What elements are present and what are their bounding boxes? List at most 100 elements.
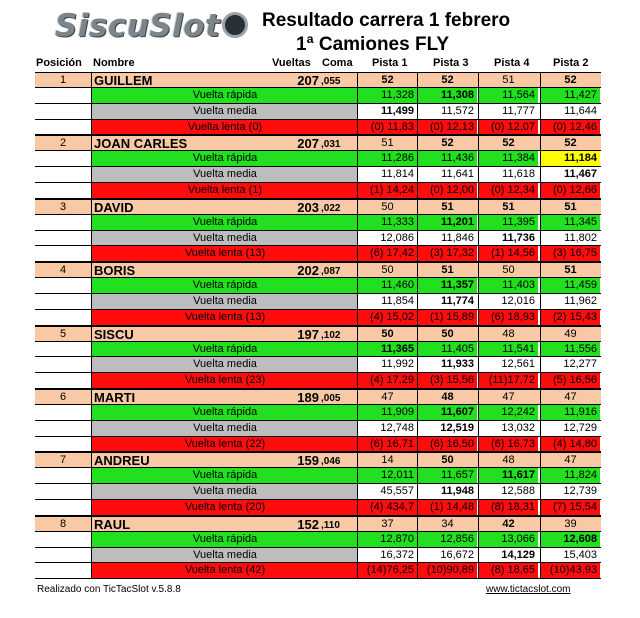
header-pista-3: Pista 3 (433, 57, 469, 69)
row-label: Vuelta rápida (91, 214, 358, 230)
slow-value-cell: (6) 16,50 (417, 436, 477, 452)
avg-value-cell: 11,846 (417, 230, 477, 246)
blank-cell (35, 357, 91, 373)
avg-lap-row: Vuelta media 11,814 11,641 11,618 11,467 (35, 167, 601, 183)
pista-laps-cell: 50 (357, 263, 417, 278)
slow-lap-row: Vuelta lenta (42) (14)76,25 (10)90,89 (8) 1… (35, 563, 601, 580)
slow-count: (13) (245, 310, 266, 323)
row-label-text: Vuelta media (193, 485, 257, 498)
avg-lap-row: Vuelta media 12,086 11,846 11,736 11,802 (35, 230, 601, 247)
footer-link[interactable]: www.tictacslot.com (486, 584, 571, 595)
slow-lap-row: Vuelta lenta (1) (1) 14,24 (0) 12,00 (0) 12… (35, 182, 601, 199)
slow-value-cell: (8) 18,65 (478, 563, 538, 579)
slow-value-cell: (0) 12,13 (417, 119, 477, 135)
row-label-text: Vuelta rápida (192, 89, 258, 101)
fast-value-cell: 11,460 (357, 278, 417, 293)
pista-laps-cell: 42 (478, 516, 538, 531)
pista-laps-cell: 39 (540, 516, 600, 531)
pista-laps-cell: 48 (417, 389, 477, 404)
fast-value-cell: 11,403 (478, 278, 538, 293)
page-title: Resultado carrera 1 febrero (262, 10, 511, 31)
slow-value-cell: (3) 16,75 (540, 246, 600, 262)
fast-lap-row: Vuelta rápida 11,333 11,201 11,395 11,345 (35, 214, 601, 231)
page-subtitle: 1ª Camiones FLY (296, 34, 450, 55)
coma-value: ,022 (321, 202, 341, 214)
header-pista-4: Pista 4 (494, 57, 530, 69)
avg-value-cell: 12,016 (478, 293, 538, 309)
header-name: Nombre (93, 57, 135, 69)
row-label-text: Vuelta media (193, 294, 257, 307)
fast-value-cell: 11,328 (357, 88, 417, 103)
fast-value-cell: 11,564 (478, 88, 538, 103)
row-label-text: Vuelta rápida (192, 152, 258, 165)
driver-name: SISCU (94, 326, 134, 342)
avg-value-cell: 12,086 (357, 230, 417, 246)
laps-value: 207 (297, 73, 319, 88)
slow-value-cell: (1) 14,56 (478, 246, 538, 262)
header-pos: Posición (36, 57, 82, 69)
driver-row: 4 BORIS 202,087 50 51 50 51 (35, 262, 601, 279)
pista-laps-cell: 51 (357, 136, 417, 151)
row-label: Vuelta lenta (1) (91, 182, 358, 198)
fast-value-cell: 12,242 (478, 404, 538, 420)
slow-lap-row: Vuelta lenta (0) (0) 11,83 (0) 12,13 (0) 12… (35, 119, 601, 136)
row-label-text: Vuelta media (193, 104, 257, 117)
fast-value-cell: 11,405 (417, 341, 477, 357)
fast-value-cell: 11,541 (478, 341, 538, 357)
blank-cell (35, 547, 91, 563)
fast-value-cell: 11,384 (478, 151, 538, 167)
avg-value-cell: 12,739 (540, 484, 600, 499)
driver-row: 5 SISCU 197,102 50 50 48 49 (35, 325, 601, 342)
avg-lap-row: Vuelta media 45,557 11,948 12,588 12,739 (35, 484, 601, 500)
slow-value-cell: (14)76,25 (357, 563, 417, 579)
position-cell: 3 (35, 199, 92, 214)
fast-value-cell: 11,365 (357, 341, 417, 357)
blank-cell (35, 531, 91, 547)
row-label-text: Vuelta media (193, 168, 257, 181)
row-label: Vuelta rápida (91, 341, 358, 357)
pista-laps-cell: 34 (417, 516, 477, 531)
slow-value-cell: (2) 15,43 (540, 309, 600, 325)
pista-laps-cell: 48 (478, 453, 538, 468)
position-cell: 4 (35, 263, 92, 278)
pista-laps-cell: 47 (540, 453, 600, 468)
slow-value-cell: (0) 11,83 (357, 119, 417, 135)
row-label: Vuelta rápida (91, 531, 358, 547)
row-label-text: Vuelta lenta (187, 120, 246, 133)
slow-value-cell: (6) 16,73 (478, 436, 538, 452)
row-label-text: Vuelta media (193, 231, 257, 244)
slow-value-cell: (0) 12,66 (540, 182, 600, 198)
blank-cell (35, 119, 91, 135)
row-label-text: Vuelta rápida (192, 215, 258, 228)
pista-laps-cell: 50 (357, 326, 417, 341)
slow-lap-row: Vuelta lenta (20) (4) 434,7 (1) 14,48 (8) 1… (35, 499, 601, 516)
fast-value-cell: 11,657 (417, 468, 477, 484)
slow-count: (23) (245, 374, 266, 387)
blank-cell (35, 436, 91, 452)
driver-name: RAUL (94, 516, 131, 532)
avg-value-cell: 13,032 (478, 420, 538, 436)
blank-cell (35, 230, 91, 246)
coma-value: ,031 (321, 139, 341, 151)
blank-cell (35, 309, 91, 325)
position-cell: 8 (35, 516, 92, 531)
row-label-text: Vuelta rápida (192, 469, 258, 482)
row-label: Vuelta lenta (13) (91, 309, 358, 325)
blank-cell (35, 420, 91, 436)
coma-value: ,087 (321, 266, 341, 278)
pista-laps-cell: 50 (417, 453, 477, 468)
avg-value-cell: 12,561 (478, 357, 538, 373)
pista-laps-cell: 51 (540, 199, 600, 214)
pista-laps-cell: 51 (540, 263, 600, 278)
row-label: Vuelta rápida (91, 278, 358, 293)
blank-cell (35, 151, 91, 167)
pista-laps-cell: 52 (357, 73, 417, 87)
slow-value-cell: (0) 12,34 (478, 182, 538, 198)
slow-value-cell: (8) 18,31 (478, 499, 538, 515)
blank-cell (35, 484, 91, 499)
fast-value-cell: 11,909 (357, 404, 417, 420)
fast-value-cell: 12,608 (540, 531, 600, 547)
fast-lap-row: Vuelta rápida 11,909 11,607 12,242 11,916 (35, 404, 601, 421)
fast-value-cell: 13,066 (478, 531, 538, 547)
row-label-text: Vuelta media (193, 421, 257, 434)
